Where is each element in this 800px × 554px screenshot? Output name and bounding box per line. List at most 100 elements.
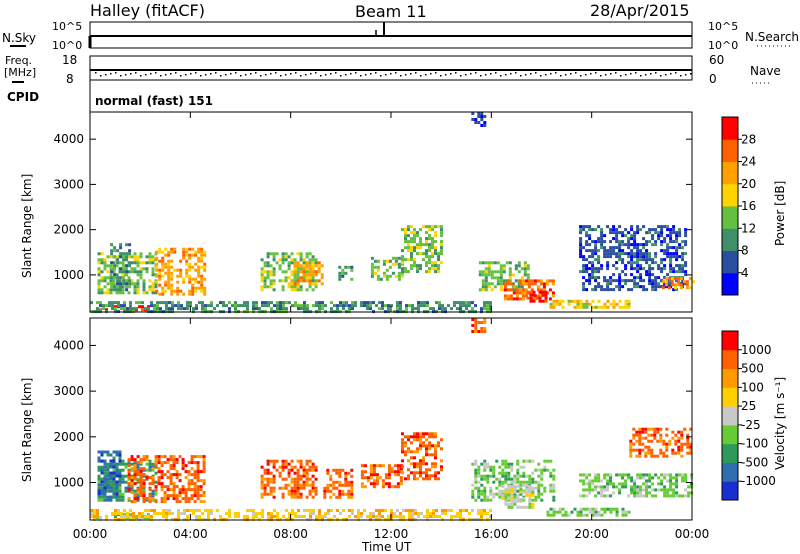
power-cell — [373, 259, 377, 263]
velocity-cell — [632, 442, 636, 446]
velocity-cell — [106, 498, 110, 502]
velocity-cell — [306, 509, 309, 512]
power-cell — [660, 234, 664, 238]
velocity-cell — [677, 436, 681, 440]
velocity-cell — [630, 488, 634, 492]
velocity-cell — [121, 480, 125, 484]
power-cell — [499, 270, 503, 274]
velocity-cell — [591, 507, 595, 511]
velocity-cell — [543, 486, 547, 490]
power-cell — [615, 240, 619, 244]
power-cell — [440, 225, 443, 229]
velocity-cell — [153, 509, 156, 512]
velocity-cell — [669, 479, 673, 483]
power-cell — [139, 267, 143, 271]
velocity-cell — [422, 456, 425, 460]
velocity-cell — [543, 459, 547, 463]
velocity-cell — [468, 512, 471, 515]
power-cell — [526, 264, 530, 268]
nave-dot — [290, 73, 292, 75]
velocity-cell — [519, 480, 523, 484]
velocity-cell — [387, 476, 391, 480]
velocity-cell — [284, 486, 288, 490]
velocity-cell — [573, 507, 577, 511]
velocity-cell — [255, 515, 258, 518]
velocity-cell — [507, 490, 511, 494]
power-cell — [106, 270, 110, 274]
power-cell — [117, 304, 120, 308]
velocity-cell — [549, 483, 553, 487]
power-cell — [428, 267, 431, 271]
power-cell — [110, 249, 114, 253]
power-cell — [167, 271, 171, 275]
velocity-cell — [483, 477, 487, 481]
nave-dot — [385, 74, 387, 76]
power-cell — [666, 228, 670, 232]
velocity-cell — [689, 451, 693, 455]
velocity-cell — [106, 477, 110, 481]
velocity-cell — [193, 485, 197, 489]
velocity-cell — [471, 318, 475, 321]
velocity-cell — [202, 482, 206, 486]
velocity-cell — [112, 450, 116, 454]
power-cell — [266, 261, 270, 265]
velocity-cell — [390, 485, 394, 489]
velocity-cell — [260, 480, 264, 484]
power-cell — [624, 234, 628, 238]
nave-dot — [430, 73, 432, 75]
power-cell — [603, 279, 607, 283]
velocity-cell — [326, 489, 330, 493]
power-cell — [110, 243, 114, 247]
velocity-cell — [393, 473, 397, 477]
power-cell — [399, 307, 402, 311]
nave-dot — [375, 72, 377, 74]
velocity-cell — [378, 512, 381, 515]
power-cell — [615, 261, 619, 265]
power-cell — [621, 252, 625, 256]
velocity-cell — [668, 439, 672, 443]
power-cell — [438, 304, 441, 308]
velocity-cell — [308, 465, 312, 469]
power-cell — [294, 304, 297, 308]
power-cell — [167, 268, 171, 272]
velocity-cell — [175, 476, 179, 480]
velocity-cell — [419, 441, 422, 445]
power-cell — [618, 288, 622, 292]
power-cell — [285, 307, 288, 311]
power-cell — [113, 246, 117, 250]
power-cell — [612, 305, 616, 309]
power-cell — [266, 270, 270, 274]
power-cell — [103, 285, 107, 289]
power-cell — [381, 304, 384, 308]
velocity-cell — [471, 483, 475, 487]
velocity-cell — [308, 492, 312, 496]
power-cell — [585, 288, 589, 292]
velocity-cell — [97, 474, 101, 478]
power-cell — [299, 267, 303, 271]
power-cell — [154, 291, 158, 295]
power-cell — [425, 240, 428, 244]
power-cell — [459, 307, 462, 311]
power-cell — [97, 267, 101, 271]
power-cell — [588, 225, 592, 229]
power-cell — [216, 304, 219, 308]
power-cell — [530, 279, 534, 283]
power-cell — [135, 307, 138, 311]
velocity-cell — [103, 480, 107, 484]
power-cell — [351, 301, 354, 305]
velocity-cell — [534, 480, 538, 484]
power-cell — [672, 288, 676, 292]
velocity-cell — [166, 458, 170, 462]
velocity-cell — [309, 512, 312, 515]
power-cell — [585, 231, 589, 235]
power-cell — [612, 231, 616, 235]
velocity-cell — [142, 494, 146, 498]
velocity-cell — [603, 485, 607, 489]
power-cell — [186, 304, 189, 308]
velocity-cell — [287, 489, 291, 493]
velocity-cell — [266, 492, 270, 496]
power-cell — [293, 285, 297, 289]
velocity-cell — [296, 468, 300, 472]
power-cell — [118, 291, 122, 295]
power-cell — [279, 304, 282, 308]
